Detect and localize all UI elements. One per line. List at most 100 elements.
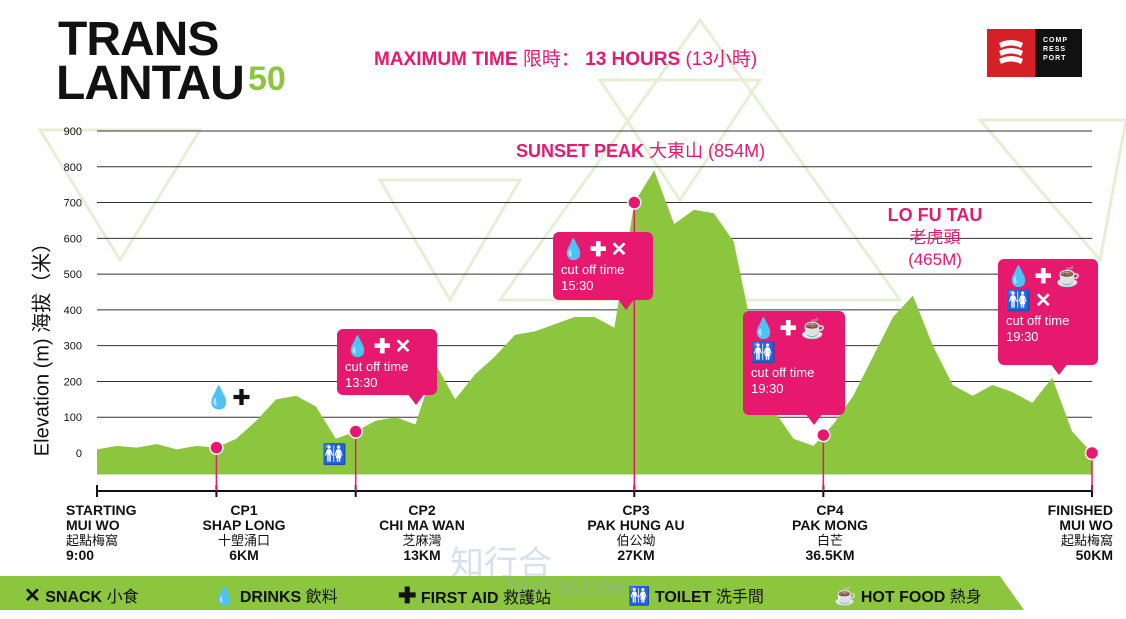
- checkpoint-label: CP4: [816, 502, 844, 518]
- hot-food-icon: ☕: [834, 586, 857, 606]
- checkpoint-distance: 27KM: [617, 547, 655, 563]
- cp3-cutoff-label: cut off time: [561, 262, 625, 277]
- sunset-peak-label: SUNSET PEAK 大東山 (854M): [516, 137, 765, 163]
- cp4-service-icons: 💧✚☕: [751, 318, 830, 340]
- legend-toilet-cn: 洗手間: [715, 589, 764, 606]
- cp3-callout: 💧✚✕ cut off time 15:30: [553, 232, 653, 310]
- y-tick-label: 700: [64, 198, 82, 210]
- checkpoint-name: MUI WO: [66, 517, 120, 533]
- checkpoint-distance: 9:00: [66, 547, 95, 563]
- legend-aid-label: FIRST AID: [420, 590, 499, 607]
- checkpoint-distance: 36.5KM: [805, 547, 855, 563]
- checkpoint-name: MUI WO: [1059, 517, 1113, 533]
- y-tick-label: 900: [64, 126, 82, 138]
- checkpoint-dot: [1084, 445, 1100, 461]
- max-time-hours: 13 HOURS: [585, 49, 681, 70]
- cp1-services: 💧✚: [205, 386, 251, 411]
- watermark: 知行合: [450, 545, 552, 583]
- legend-first-aid: ✚ FIRST AID 救護站: [398, 583, 551, 609]
- y-tick-label: 500: [64, 269, 82, 281]
- cp4-cutoff-label: cut off time: [751, 365, 815, 380]
- checkpoint-name-cn: 起點梅窩: [66, 533, 119, 548]
- checkpoint-name: PAK HUNG AU: [587, 517, 685, 533]
- cp2-cutoff-time: 13:30: [345, 375, 378, 390]
- legend-food-label: HOT FOOD: [860, 589, 946, 606]
- checkpoint-name-cn: 十塱涌口: [217, 533, 270, 548]
- cp2-callout: 💧✚✕ cut off time 13:30: [337, 329, 437, 405]
- y-tick-label: 0: [76, 448, 82, 460]
- sunset-peak-en: SUNSET PEAK: [516, 141, 645, 161]
- checkpoint-dot: [627, 195, 642, 210]
- watermark-url: ZX42195.COM: [505, 578, 626, 598]
- legend-snack: ✕ SNACK 小食: [24, 583, 139, 608]
- cp4-callout: 💧✚☕ 🚻 cut off time 19:30: [743, 311, 845, 425]
- logo-line-2: LANTAU: [56, 57, 245, 110]
- finish-cutoff-label: cut off time: [1006, 313, 1070, 328]
- checkpoint-name: CHI MA WAN: [379, 517, 465, 533]
- checkpoint-name-cn: 芝麻灣: [402, 533, 442, 548]
- y-tick-label: 200: [64, 376, 82, 388]
- cp2-cutoff-label: cut off time: [345, 359, 409, 374]
- checkpoint-label: FINISHED: [1047, 502, 1113, 518]
- sponsor-logo: COMP RESS PORT: [987, 29, 1082, 77]
- cp2-service-icons: 💧✚✕: [345, 336, 416, 358]
- y-tick-labels: 0 100 200 300 400 500 600 700 800 900: [64, 126, 82, 460]
- y-tick-label: 400: [64, 305, 82, 317]
- elevation-profile-area: [97, 170, 1092, 475]
- checkpoint-distance: 13KM: [403, 547, 441, 563]
- checkpoint-cp2: CP2 CHI MA WAN 芝麻灣 13KM: [352, 503, 492, 563]
- checkpoint-cp1: CP1 SHAP LONG 十塱涌口 6KM: [174, 503, 314, 563]
- legend-drinks-cn: 飲料: [305, 589, 338, 606]
- legend-aid-cn: 救護站: [502, 590, 551, 607]
- y-tick-label: 100: [64, 412, 82, 424]
- logo-number: 50: [248, 60, 286, 98]
- legend-band: [0, 576, 1024, 610]
- cp3-cutoff-time: 15:30: [561, 278, 594, 293]
- y-tick-label: 600: [64, 233, 82, 245]
- background-triangle: [37, 128, 203, 263]
- checkpoint-start: STARTING MUI WO 起點梅窩 9:00: [66, 503, 206, 563]
- checkpoint-finish: FINISHED MUI WO 起點梅窩 50KM: [973, 503, 1113, 563]
- lo-fu-tau-label: LO FU TAU 老虎頭 (465M): [880, 204, 990, 271]
- sunset-peak-cn: 大東山 (854M): [649, 141, 766, 161]
- checkpoint-distance: 6KM: [229, 547, 259, 563]
- cp3-service-icons: 💧✚✕: [561, 239, 632, 261]
- checkpoint-label: CP3: [622, 502, 650, 518]
- background-triangle: [377, 178, 523, 303]
- checkpoint-name-cn: 起點梅窩: [1060, 533, 1113, 548]
- max-time-heading: MAXIMUM TIME 限時： 13 HOURS (13小時): [374, 44, 757, 71]
- legend-snack-cn: 小食: [106, 589, 139, 606]
- legend-drinks: 💧 DRINKS 飲料: [213, 583, 338, 607]
- sponsor-emblem-icon: [999, 40, 1023, 64]
- legend-snack-label: SNACK: [45, 589, 103, 606]
- checkpoint-label: CP2: [408, 502, 436, 518]
- finish-callout: 💧✚☕ 🚻✕ cut off time 19:30: [998, 259, 1098, 375]
- finish-service-icons: 💧✚☕: [1006, 266, 1085, 288]
- finish-cutoff-time: 19:30: [1006, 329, 1039, 344]
- checkpoint-name-cn: 伯公坳: [616, 533, 656, 548]
- y-tick-label: 800: [64, 162, 82, 174]
- checkpoint-dot: [816, 427, 831, 443]
- checkpoint-cp4: CP4 PAK MONG 白芒 36.5KM: [760, 503, 900, 563]
- max-time-cn: 限時：: [522, 49, 580, 70]
- legend-toilet: 🚻 TOILET 洗手間: [628, 583, 764, 607]
- cp4-cutoff-time: 19:30: [751, 381, 784, 396]
- toilet-icon: 🚻: [322, 442, 347, 466]
- y-axis-label: Elevation (m) 海拔（米）: [31, 232, 54, 457]
- checkpoint-name-cn: 白芒: [816, 533, 843, 548]
- checkpoint-cp3: CP3 PAK HUNG AU 伯公坳 27KM: [566, 503, 706, 563]
- lo-fu-tau-cn: 老虎頭: [909, 228, 961, 247]
- cross-icon: ✚: [398, 583, 417, 608]
- max-time-en: MAXIMUM TIME: [374, 49, 518, 70]
- max-time-hours-cn: (13小時): [685, 49, 758, 70]
- legend-toilet-label: TOILET: [654, 589, 712, 606]
- checkpoint-distance: 50KM: [1075, 547, 1113, 563]
- checkpoint-label: STARTING: [66, 502, 137, 518]
- checkpoint-name: SHAP LONG: [202, 517, 286, 533]
- logo-line-1: TRANS: [58, 13, 219, 66]
- finish-service-icons-2: 🚻✕: [1006, 290, 1056, 312]
- sponsor-wordmark: COMP RESS PORT: [1035, 29, 1082, 77]
- checkpoint-dot: [348, 424, 363, 439]
